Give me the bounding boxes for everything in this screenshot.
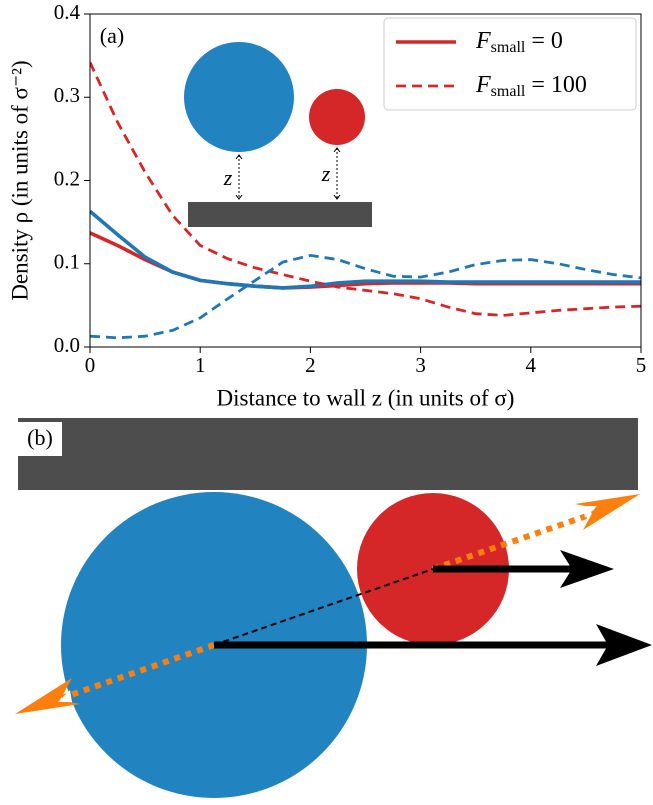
legend-text: = 0 xyxy=(531,28,563,54)
y-tick-label: 0.0 xyxy=(54,333,80,357)
wall xyxy=(18,418,638,490)
inset: z z xyxy=(184,42,372,227)
legend-symbol: F xyxy=(475,28,491,54)
legend-symbol: F xyxy=(475,72,491,98)
y-tick-label: 0.3 xyxy=(54,83,80,107)
x-tick-label: 1 xyxy=(195,353,206,377)
x-axis-label: Distance to wall z (in units of σ) xyxy=(217,385,515,410)
y-tick-label: 0.1 xyxy=(54,250,80,274)
legend-text: = 100 xyxy=(531,72,587,98)
inset-label: z xyxy=(223,165,233,190)
panel-label: (b) xyxy=(27,425,53,450)
y-axis-label: Density ρ (in units of σ⁻²) xyxy=(7,60,32,300)
y-tick-label: 0.4 xyxy=(54,0,81,24)
figure: (a) 0 1 2 3 4 5 0.0 0.1 0.2 0.3 0.4 Distance to wall… xyxy=(0,0,653,800)
panel-label: (a) xyxy=(100,23,124,48)
y-tick-label: 0.2 xyxy=(54,166,80,190)
small-particle xyxy=(309,89,365,145)
x-tick-label: 2 xyxy=(305,353,316,377)
x-tick-label: 5 xyxy=(636,353,647,377)
large-particle xyxy=(184,42,294,152)
legend-subscript: small xyxy=(491,39,526,56)
x-tick-label: 4 xyxy=(526,353,537,377)
inset-label: z xyxy=(321,161,331,186)
x-tick-label: 3 xyxy=(415,353,426,377)
data-line xyxy=(90,255,641,337)
diagram: (b) xyxy=(15,418,652,798)
wall xyxy=(188,202,372,227)
x-tick-label: 0 xyxy=(85,353,96,377)
legend-subscript: small xyxy=(491,83,526,100)
